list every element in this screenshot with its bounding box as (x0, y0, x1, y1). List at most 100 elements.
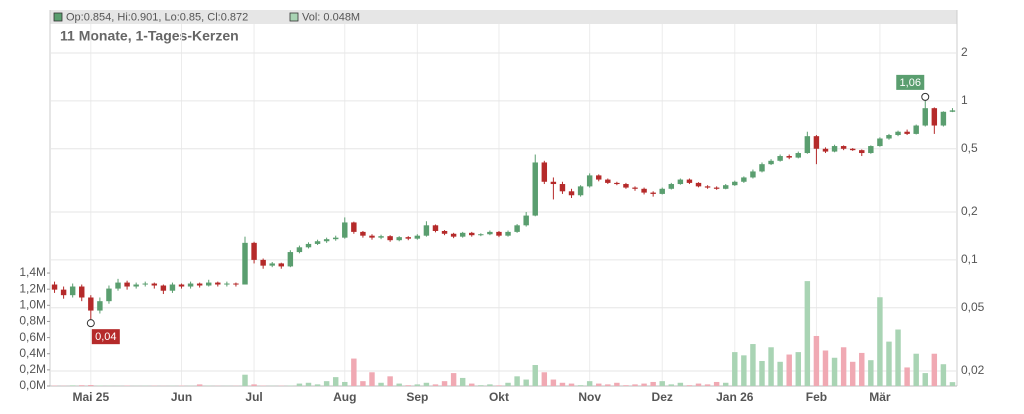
candle-body (732, 182, 737, 185)
candle-body (188, 284, 193, 287)
candle-body (687, 180, 692, 183)
volume-bar (424, 383, 429, 386)
y-tick-label: 0,1 (961, 252, 978, 266)
candle-body (442, 231, 447, 234)
candle-body (115, 283, 120, 289)
volume-bar (415, 384, 420, 386)
volume-bar (242, 375, 247, 386)
candle-body (133, 285, 138, 287)
candle-body (197, 284, 202, 286)
candle-body (315, 241, 320, 244)
candle-body (215, 283, 220, 285)
volume-bar (750, 344, 755, 386)
volume-bar (88, 385, 93, 386)
volume-bar (805, 281, 810, 386)
candle-body (469, 233, 474, 235)
x-tick-label: Dez (652, 390, 673, 404)
candle-body (859, 150, 864, 153)
volume-bar (306, 383, 311, 386)
volume-bar (814, 336, 819, 386)
candle-body (206, 283, 211, 286)
candle-body (923, 108, 928, 125)
volume-bar (741, 355, 746, 386)
candle-body (650, 193, 655, 194)
x-tick-label: Aug (333, 390, 356, 404)
candle-body (542, 162, 547, 181)
candle-body (950, 110, 955, 111)
candle-body (351, 222, 356, 231)
candle-body (360, 232, 365, 236)
volume-bar (632, 384, 637, 386)
candle-body (832, 146, 837, 152)
volume-bar (923, 373, 928, 386)
volume-bar (841, 347, 846, 386)
x-tick-label: Nov (578, 390, 601, 404)
volume-bar (723, 383, 728, 386)
volume-bar (669, 384, 674, 386)
volume-bar (433, 384, 438, 386)
candle-body (378, 236, 383, 237)
volume-bar (251, 384, 256, 386)
volume-bar (950, 382, 955, 386)
volume-bar (786, 355, 791, 386)
candle-body (660, 189, 665, 194)
volume-bar (614, 383, 619, 386)
candle-body (678, 180, 683, 184)
volume-bar (823, 350, 828, 386)
candle-body (669, 184, 674, 189)
volume-bar (796, 352, 801, 386)
y-tick-label: 0,02 (961, 363, 985, 377)
volume-bar (551, 380, 556, 386)
y-tick-label: 0,05 (961, 300, 985, 314)
volume-bar (496, 385, 501, 386)
volume-bar (623, 385, 628, 386)
candle-body (242, 243, 247, 285)
volume-bar (868, 360, 873, 386)
volume-bar (886, 342, 891, 386)
volume-bar (696, 384, 701, 386)
candle-body (179, 285, 184, 287)
candle-body (523, 216, 528, 226)
candle-body (496, 232, 501, 236)
x-tick-label: Jun (171, 390, 192, 404)
candle-body (941, 112, 946, 126)
y-tick-label: 1 (961, 93, 968, 107)
candle-body (823, 149, 828, 152)
y2-tick-label: 0,4M (19, 346, 46, 360)
volume-bar (297, 384, 302, 386)
candle-body (152, 284, 157, 286)
volume-bar (913, 354, 918, 386)
candle-body (514, 225, 519, 232)
volume-bar (70, 385, 75, 386)
volume-bar (533, 365, 538, 386)
volume-bar (505, 383, 510, 386)
volume-bar (469, 384, 474, 386)
volume-bar (705, 384, 710, 386)
volume-bar (79, 385, 84, 386)
volume-bar (514, 376, 519, 386)
candle-body (406, 237, 411, 239)
candle-body (913, 126, 918, 134)
candle-body (551, 182, 556, 184)
volume-bar (442, 381, 447, 386)
candle-body (52, 285, 57, 290)
volume-bar (360, 381, 365, 386)
volume-bar (324, 381, 329, 386)
volume-bar (859, 353, 864, 386)
candle-body (841, 146, 846, 149)
y2-tick-label: 0,0M (19, 378, 46, 392)
candle-body (487, 232, 492, 234)
volume-label: Vol: 0.048M (302, 11, 360, 23)
volume-bar (877, 297, 882, 386)
volume-bar (605, 384, 610, 386)
volume-bar (369, 372, 374, 386)
candle-body (641, 189, 646, 193)
volume-bar (596, 384, 601, 386)
candle-body (886, 135, 891, 138)
candle-body (297, 247, 302, 252)
candle-body (478, 234, 483, 235)
candle-body (88, 298, 93, 311)
candle-body (306, 244, 311, 247)
candle-body (741, 177, 746, 181)
volume-bar (768, 347, 773, 386)
